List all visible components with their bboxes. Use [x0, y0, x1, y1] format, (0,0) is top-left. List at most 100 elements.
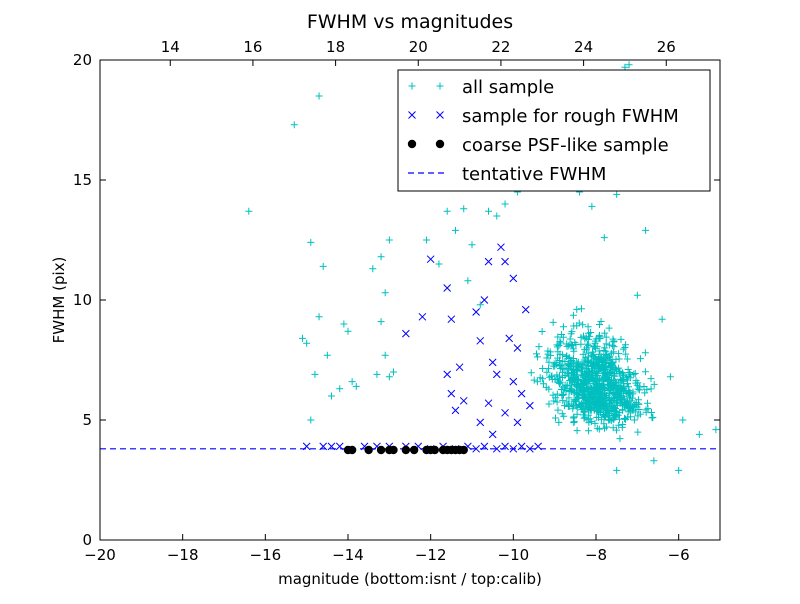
all-sample-point	[290, 121, 298, 129]
all-sample-point	[381, 351, 389, 359]
all-sample-point	[567, 387, 575, 395]
all-sample-point	[600, 234, 608, 242]
all-sample-point	[610, 394, 618, 402]
all-sample-point	[617, 391, 625, 399]
all-sample-point	[636, 410, 644, 418]
all-sample-point	[569, 345, 577, 353]
all-sample-point	[612, 355, 620, 363]
rough-fwhm-point	[319, 442, 328, 451]
all-sample-point	[583, 416, 591, 424]
all-sample-point	[501, 200, 509, 208]
all-sample-point	[584, 323, 592, 331]
rough-fwhm-point	[509, 274, 518, 283]
all-sample-point	[613, 466, 621, 474]
all-sample-point	[630, 370, 638, 378]
all-sample-point	[561, 371, 569, 379]
all-sample-point	[585, 400, 593, 408]
all-sample-point	[598, 356, 606, 364]
rough-fwhm-point	[484, 399, 493, 408]
legend-marker-psf-sample	[407, 139, 417, 149]
all-sample-point	[577, 305, 585, 313]
all-sample-point	[626, 389, 634, 397]
all-sample-point	[634, 396, 642, 404]
all-sample-point	[539, 364, 547, 372]
all-sample-point	[549, 362, 557, 370]
x-axis-label: magnitude (bottom:isnt / top:calib)	[278, 570, 542, 588]
all-sample-point	[615, 350, 623, 358]
all-sample-point	[565, 354, 573, 362]
all-sample-point	[548, 375, 556, 383]
all-sample-point	[573, 388, 581, 396]
all-sample-point	[595, 425, 603, 433]
all-sample-point	[602, 333, 610, 341]
all-sample-point	[593, 407, 601, 415]
all-sample-point	[245, 207, 253, 215]
rough-fwhm-point	[459, 396, 468, 405]
all-sample-point	[299, 334, 307, 342]
top-x-tick-label: 18	[326, 38, 345, 56]
y-axis-label: FWHM (pix)	[50, 257, 68, 344]
all-sample-point	[352, 382, 360, 390]
psf-sample-point	[376, 445, 386, 455]
rough-fwhm-point	[488, 430, 497, 439]
all-sample-point	[543, 368, 551, 376]
all-sample-point	[559, 323, 567, 331]
x-tick-label: −16	[250, 546, 282, 564]
all-sample-point	[323, 351, 331, 359]
all-sample-point	[602, 413, 610, 421]
all-sample-point	[303, 339, 311, 347]
all-sample-point	[527, 369, 535, 377]
y-tick-label: 0	[82, 531, 92, 549]
all-sample-point	[560, 391, 568, 399]
all-sample-point	[573, 367, 581, 375]
all-sample-point	[605, 370, 613, 378]
all-sample-point	[552, 360, 560, 368]
all-sample-point	[586, 415, 594, 423]
all-sample-point	[570, 396, 578, 404]
all-sample-point	[612, 365, 620, 373]
rough-fwhm-point	[509, 377, 518, 386]
all-sample-point	[311, 370, 319, 378]
all-sample-point	[327, 392, 335, 400]
all-sample-point	[625, 61, 633, 69]
rough-fwhm-point	[480, 296, 489, 304]
rough-fwhm-point	[517, 389, 526, 398]
all-sample-point	[568, 328, 576, 336]
all-sample-point	[373, 370, 381, 378]
all-sample-point	[613, 401, 621, 409]
rough-fwhm-point	[447, 315, 456, 324]
legend-box	[397, 69, 711, 192]
all-sample-point	[569, 369, 577, 377]
all-sample-point	[556, 372, 564, 380]
all-sample-point	[625, 383, 633, 391]
all-sample-point	[634, 385, 642, 393]
all-sample-point	[695, 430, 703, 438]
all-sample-point	[319, 262, 327, 270]
all-sample-point	[618, 406, 626, 414]
all-sample-point	[585, 427, 593, 435]
all-sample-point	[641, 389, 649, 397]
x-tick-label: −10	[498, 546, 530, 564]
y-tick-label: 15	[73, 171, 92, 189]
rough-fwhm-point	[526, 401, 534, 410]
all-sample-point	[533, 350, 541, 358]
axes-frame	[99, 59, 721, 541]
all-sample-point	[621, 415, 629, 423]
all-sample-point	[602, 347, 610, 355]
all-sample-point	[558, 364, 566, 372]
all-sample-point	[580, 394, 588, 402]
all-sample-point	[566, 340, 574, 348]
all-sample-point	[530, 376, 538, 384]
all-sample-point	[533, 378, 541, 386]
all-sample-point	[538, 328, 546, 336]
all-sample-point	[558, 391, 566, 399]
all-sample-point	[626, 374, 634, 382]
all-sample-point	[568, 369, 576, 377]
all-sample-point	[592, 377, 600, 385]
rough-fwhm-point	[488, 358, 497, 367]
all-sample-point	[565, 394, 573, 402]
all-sample-point	[612, 385, 620, 393]
all-sample-point	[435, 260, 443, 268]
all-sample-point	[622, 415, 630, 423]
all-sample-point	[588, 385, 596, 393]
